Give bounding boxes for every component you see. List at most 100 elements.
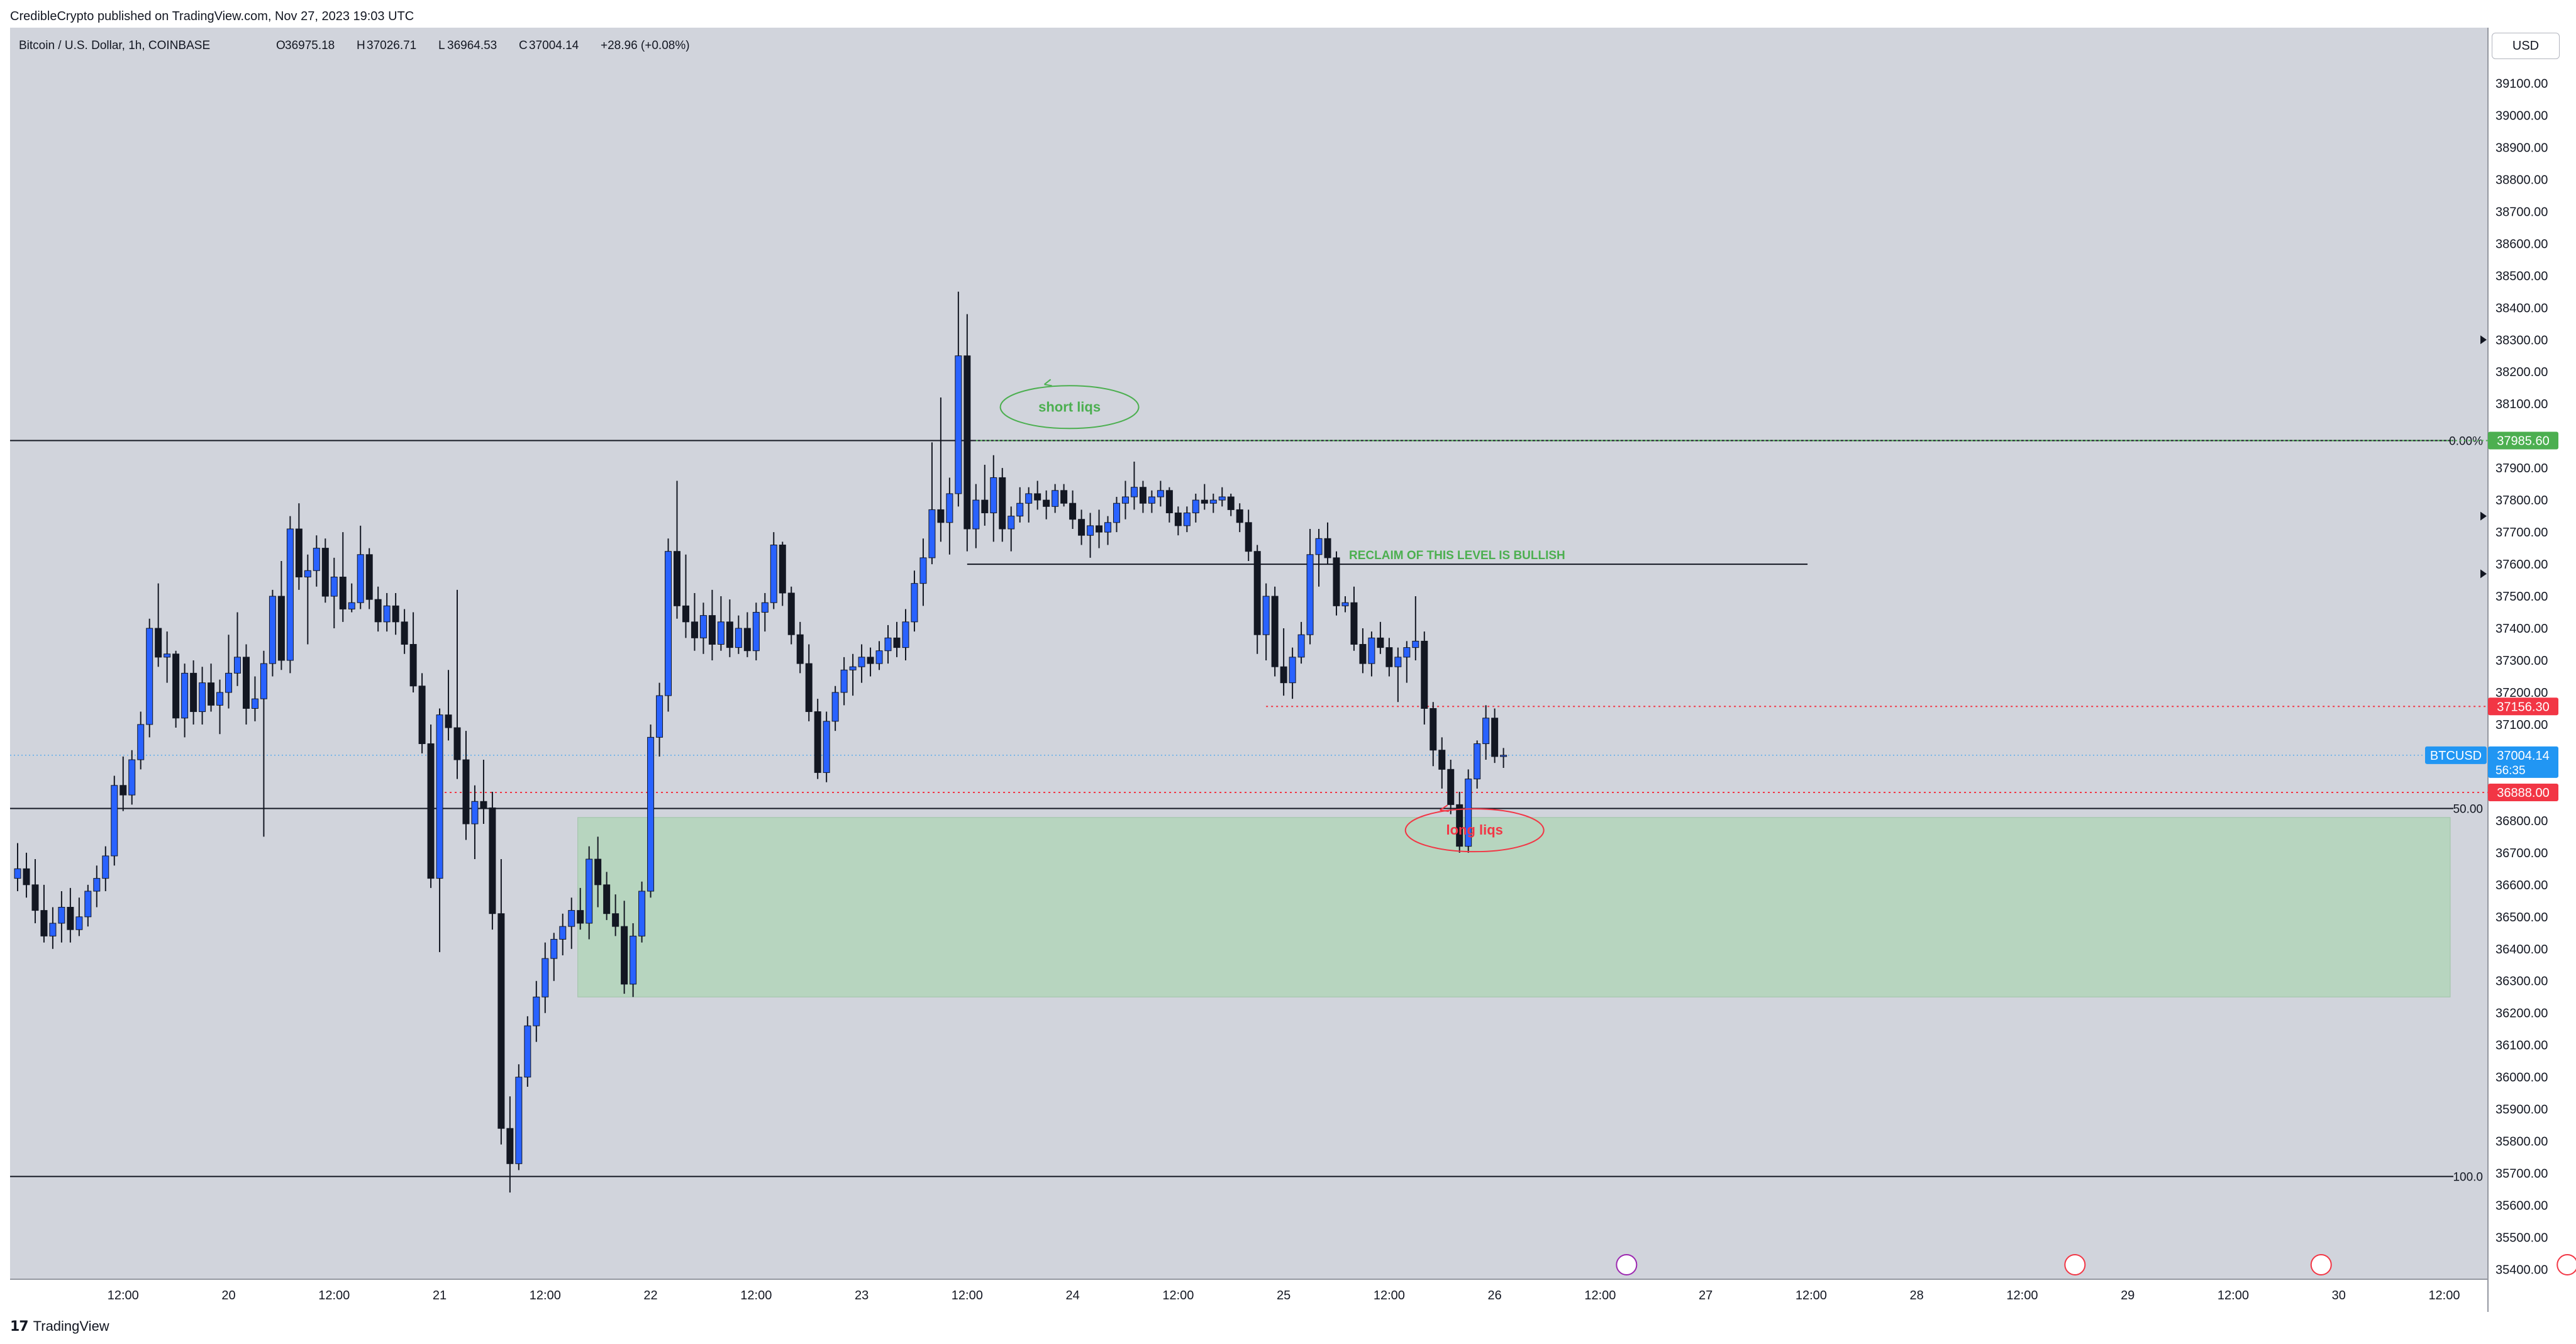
candle-body-25 — [234, 657, 241, 674]
candle-body-33 — [304, 570, 311, 577]
candle-body-69 — [621, 926, 628, 985]
price-tick-6: 38600.00 — [2496, 237, 2548, 251]
candle-body-15 — [146, 628, 153, 725]
chart-frame[interactable]: 0.00% 50.00 100.0 RECLAIM OF THIS LEVEL IS … — [10, 28, 2576, 1312]
candle-body-2 — [31, 884, 39, 911]
candle-body-79 — [708, 615, 716, 645]
candle-body-117 — [1043, 499, 1050, 507]
price-tick-12: 37900.00 — [2496, 462, 2548, 475]
candle-body-58 — [524, 1025, 531, 1078]
candle-body-40 — [365, 554, 373, 600]
legend-o-label: O — [276, 39, 286, 52]
candle-body-113 — [1008, 516, 1015, 530]
ohlc-legend: Bitcoin / U.S. Dollar, 1h, COINBASE O 3697… — [19, 39, 690, 52]
price-tick-33: 35600.00 — [2496, 1199, 2548, 1213]
us-event-icon-3 — [2557, 1254, 2576, 1275]
candles-group — [14, 291, 1507, 1193]
candle-body-36 — [330, 576, 338, 597]
candle-body-111 — [990, 477, 997, 514]
candle-body-152 — [1350, 602, 1358, 645]
price-tick-19: 37200.00 — [2496, 686, 2548, 700]
candle-body-61 — [550, 938, 558, 959]
candle-body-23 — [216, 692, 224, 706]
candle-body-150 — [1333, 557, 1340, 606]
candle-body-148 — [1315, 538, 1323, 555]
candle-body-159 — [1412, 640, 1419, 648]
time-tick-1: 20 — [221, 1289, 235, 1302]
candle-body-112 — [999, 477, 1006, 530]
candle-body-0 — [14, 868, 21, 879]
candle-body-89 — [796, 634, 804, 664]
candle-body-87 — [779, 544, 786, 594]
price-tick-11: 38100.00 — [2496, 397, 2548, 411]
candle-body-73 — [656, 695, 663, 738]
price-label-resistance: 37156.30 — [2497, 700, 2549, 714]
candle-body-5 — [58, 907, 65, 924]
currency-selector[interactable]: USD — [2492, 33, 2560, 59]
candle-body-65 — [586, 858, 593, 924]
time-tick-18: 12:00 — [2006, 1289, 2038, 1302]
candle-body-22 — [208, 682, 215, 706]
candle-body-18 — [172, 653, 180, 719]
price-tick-13: 37800.00 — [2496, 494, 2548, 508]
candle-body-86 — [770, 544, 777, 603]
candle-body-52 — [471, 801, 479, 825]
candle-body-14 — [137, 724, 145, 760]
candle-body-62 — [559, 926, 567, 940]
candle-body-21 — [199, 682, 206, 713]
price-tick-4: 38800.00 — [2496, 173, 2548, 187]
price-axis-background — [2488, 28, 2576, 1312]
candle-body-168 — [1491, 718, 1499, 757]
candle-body-105 — [937, 509, 945, 523]
candle-body-97 — [867, 657, 874, 664]
price-tick-25: 36400.00 — [2496, 943, 2548, 957]
candle-body-41 — [374, 599, 382, 623]
price-tick-14: 37700.00 — [2496, 526, 2548, 540]
tradingview-brand[interactable]: TradingView — [33, 1318, 109, 1334]
candle-body-157 — [1394, 657, 1402, 667]
candle-body-76 — [682, 605, 689, 623]
candle-body-93 — [831, 692, 839, 722]
legend-c-value: 37004.14 — [529, 39, 579, 52]
candle-body-153 — [1359, 644, 1367, 664]
candle-body-138 — [1227, 496, 1235, 510]
long-liqs-arrow-icon — [1440, 804, 1449, 813]
candle-body-95 — [849, 666, 857, 670]
candle-body-120 — [1069, 503, 1077, 520]
candle-body-136 — [1209, 499, 1217, 504]
short-liqs-ellipse — [999, 385, 1140, 430]
candle-body-45 — [409, 644, 417, 687]
candle-body-147 — [1306, 554, 1314, 635]
time-tick-16: 12:00 — [1796, 1289, 1827, 1302]
candle-body-44 — [401, 621, 408, 645]
price-tick-24: 36500.00 — [2496, 911, 2548, 925]
candle-body-3 — [40, 910, 48, 936]
candle-body-156 — [1385, 647, 1393, 667]
candle-body-121 — [1078, 519, 1085, 536]
candle-body-143 — [1271, 596, 1279, 667]
candle-body-42 — [383, 605, 391, 623]
price-tick-18: 37300.00 — [2496, 654, 2548, 668]
price-label-current-box — [2488, 746, 2558, 778]
candle-body-116 — [1034, 493, 1041, 501]
price-label-current: 37004.14 — [2497, 749, 2549, 763]
time-tick-10: 12:00 — [1162, 1289, 1194, 1302]
short-liqs-annotation: short liqs — [1038, 399, 1101, 414]
candle-body-146 — [1297, 634, 1305, 658]
candle-body-107 — [955, 355, 962, 494]
candle-body-74 — [665, 551, 672, 696]
candle-body-142 — [1262, 596, 1270, 635]
candle-body-162 — [1438, 750, 1446, 770]
candle-body-81 — [726, 621, 733, 648]
candle-body-9 — [93, 878, 101, 892]
candle-body-102 — [911, 583, 918, 623]
candle-body-34 — [313, 548, 320, 571]
price-tick-26: 36300.00 — [2496, 975, 2548, 989]
candle-body-27 — [251, 698, 258, 709]
time-tick-22: 12:00 — [2428, 1289, 2460, 1302]
candlestick-chart[interactable]: 0.00% 50.00 100.0 RECLAIM OF THIS LEVEL IS … — [10, 28, 2576, 1312]
candle-body-8 — [84, 891, 92, 918]
candle-body-104 — [928, 509, 936, 558]
reclaim-annotation: RECLAIM OF THIS LEVEL IS BULLISH — [1349, 549, 1565, 562]
tradingview-logo-icon[interactable]: 17 — [10, 1318, 29, 1335]
